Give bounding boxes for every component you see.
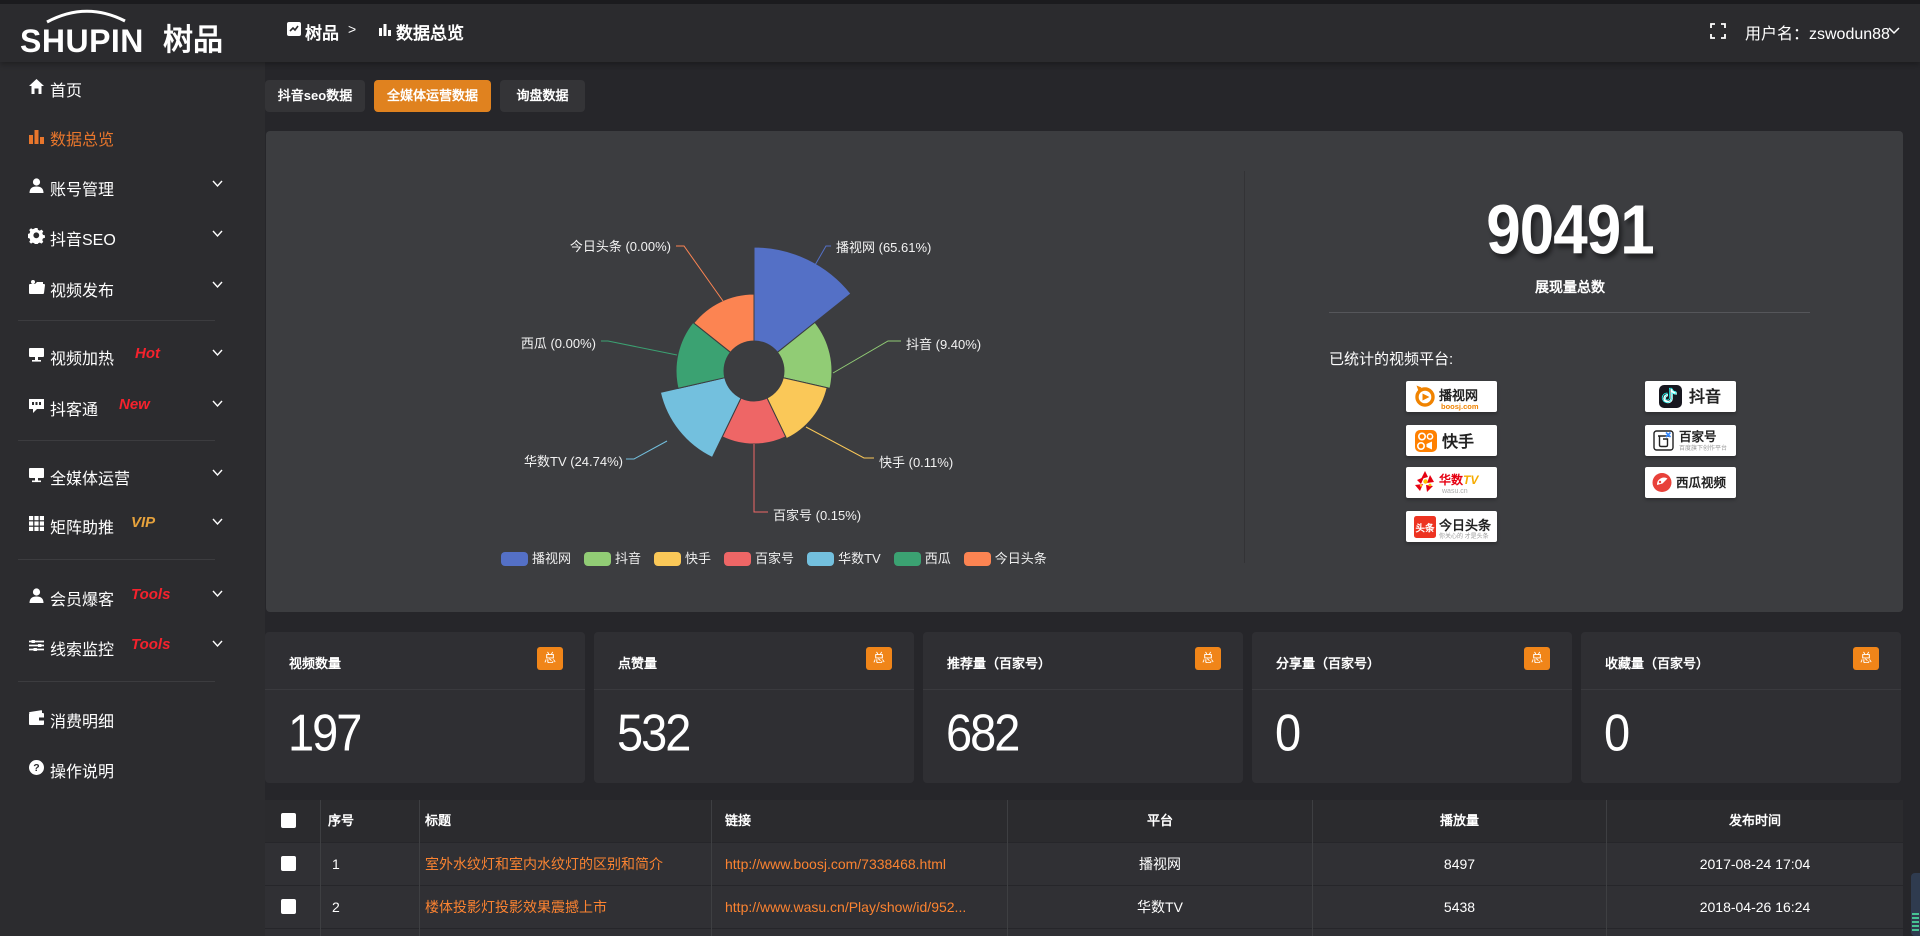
svg-text:西瓜视频: 西瓜视频 bbox=[1676, 475, 1727, 490]
svg-text:今日头条: 今日头条 bbox=[1438, 518, 1492, 533]
svg-text:华数TV: 华数TV bbox=[1439, 472, 1479, 487]
svg-text:播视网: 播视网 bbox=[1439, 388, 1478, 403]
svg-text:百家号: 百家号 bbox=[1679, 429, 1717, 444]
svg-text:百度旗下创作平台: 百度旗下创作平台 bbox=[1679, 444, 1727, 452]
svg-text:你关心的 才是头条: 你关心的 才是头条 bbox=[1439, 532, 1489, 540]
svg-text:快手: 快手 bbox=[1442, 432, 1474, 451]
svg-text:wasu.cn: wasu.cn bbox=[1441, 488, 1468, 495]
svg-text:boosj.com: boosj.com bbox=[1441, 402, 1479, 411]
svg-text:抖音: 抖音 bbox=[1689, 387, 1721, 406]
svg-text:树品: 树品 bbox=[163, 24, 223, 57]
svg-text:SHUPIN: SHUPIN bbox=[20, 23, 144, 59]
svg-text:?: ? bbox=[33, 762, 39, 774]
svg-text:头条: 头条 bbox=[1415, 523, 1435, 535]
